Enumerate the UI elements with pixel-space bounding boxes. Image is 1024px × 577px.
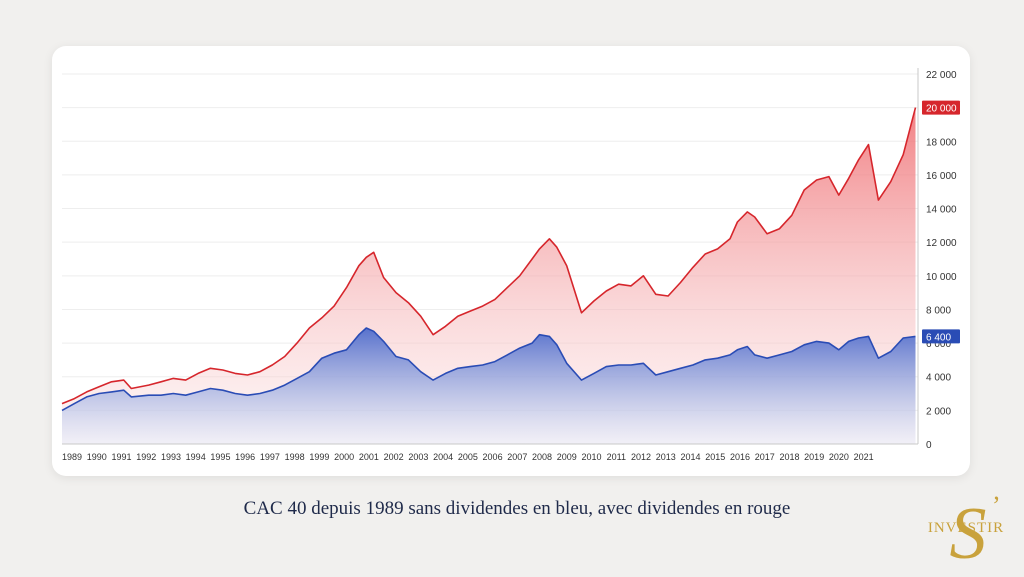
x-tick-label: 1999 <box>309 452 329 462</box>
chart-axes: 0 2 000 4 000 6 000 8 000 10 000 12 000 14 000 1… <box>62 68 957 462</box>
x-tick-label: 2010 <box>582 452 602 462</box>
y-tick-label: 16 000 <box>926 171 957 182</box>
chart-card: 0 2 000 4 000 6 000 8 000 10 000 12 000 14 000 1… <box>52 46 970 476</box>
x-tick-label: 2012 <box>631 452 651 462</box>
x-tick-label: 2003 <box>408 452 428 462</box>
x-tick-label: 2004 <box>433 452 453 462</box>
logo-s-letter: S <box>950 493 987 572</box>
x-tick-label: 2015 <box>705 452 725 462</box>
end-label-box-without-dividends <box>922 329 960 344</box>
area-with-dividends <box>62 107 916 444</box>
y-tick-label: 14 000 <box>926 205 957 216</box>
y-tick-label: 12 000 <box>926 238 957 249</box>
area-without-dividends <box>62 328 916 444</box>
x-tick-label: 2007 <box>507 452 527 462</box>
x-tick-label: 2017 <box>755 452 775 462</box>
x-tick-label: 2020 <box>829 452 849 462</box>
y-tick-label: 18 000 <box>926 137 957 148</box>
y-tick-label: 0 <box>926 440 932 451</box>
x-tick-label: 2016 <box>730 452 750 462</box>
x-tick-label: 2000 <box>334 452 354 462</box>
x-tick-label: 2019 <box>804 452 824 462</box>
chart-areas <box>62 107 916 444</box>
line-without-dividends <box>61 327 916 412</box>
chart-caption: CAC 40 depuis 1989 sans dividendes en bl… <box>243 498 791 519</box>
chart-end-labels: 20 000 6 400 <box>922 100 960 344</box>
x-tick-label: 1992 <box>136 452 156 462</box>
investir-logo: S ’ INVESTIR <box>926 491 1006 575</box>
y-tick-label: 8 000 <box>926 305 951 316</box>
area-chart: 0 2 000 4 000 6 000 8 000 10 000 12 000 14 000 1… <box>61 68 960 462</box>
x-tick-label: 1996 <box>235 452 255 462</box>
x-tick-label: 1990 <box>87 452 107 462</box>
logo-mark: S ’ <box>950 491 1001 575</box>
x-tick-label: 2006 <box>483 452 503 462</box>
x-tick-label: 1993 <box>161 452 181 462</box>
x-tick-label: 1998 <box>285 452 305 462</box>
y-tick-label: 10 000 <box>926 272 957 283</box>
svg-text:’: ’ <box>992 492 1001 520</box>
y-tick-label: 4 000 <box>926 373 951 384</box>
x-tick-label: 2011 <box>607 452 626 462</box>
chart-lines <box>61 107 917 412</box>
end-label-with-dividends: 20 000 <box>926 104 957 115</box>
x-tick-label: 1997 <box>260 452 280 462</box>
x-tick-label: 2013 <box>656 452 676 462</box>
x-tick-label: 1991 <box>111 452 131 462</box>
y-tick-label: 2 000 <box>926 406 951 417</box>
x-tick-label: 2005 <box>458 452 478 462</box>
x-tick-label: 2018 <box>779 452 799 462</box>
end-label-box-with-dividends <box>922 100 960 115</box>
x-tick-label: 2014 <box>680 452 700 462</box>
x-tick-label: 2008 <box>532 452 552 462</box>
x-tick-label: 1989 <box>62 452 82 462</box>
x-tick-label: 2009 <box>557 452 577 462</box>
logo-wordmark: INVESTIR <box>927 520 1005 536</box>
end-label-without-dividends: 6 400 <box>926 332 951 343</box>
x-tick-label: 2002 <box>384 452 404 462</box>
x-tick-label: 1995 <box>210 452 230 462</box>
x-tick-label: 2021 <box>854 452 874 462</box>
x-tick-label: 2001 <box>359 452 379 462</box>
x-tick-label: 1994 <box>186 452 206 462</box>
line-with-dividends <box>61 107 917 405</box>
y-tick-label: 22 000 <box>926 70 957 81</box>
y-tick-label: 6 000 <box>926 339 951 350</box>
